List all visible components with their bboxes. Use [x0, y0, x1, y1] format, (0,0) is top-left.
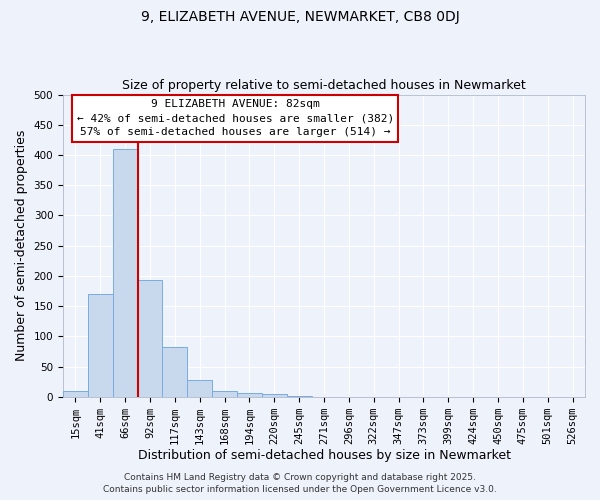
Text: 9, ELIZABETH AVENUE, NEWMARKET, CB8 0DJ: 9, ELIZABETH AVENUE, NEWMARKET, CB8 0DJ — [140, 10, 460, 24]
X-axis label: Distribution of semi-detached houses by size in Newmarket: Distribution of semi-detached houses by … — [137, 450, 511, 462]
Title: Size of property relative to semi-detached houses in Newmarket: Size of property relative to semi-detach… — [122, 79, 526, 92]
Text: 9 ELIZABETH AVENUE: 82sqm
← 42% of semi-detached houses are smaller (382)
57% of: 9 ELIZABETH AVENUE: 82sqm ← 42% of semi-… — [77, 99, 394, 137]
Bar — [212, 392, 237, 396]
Bar — [262, 394, 287, 396]
Bar — [113, 149, 137, 396]
Bar — [137, 280, 163, 396]
Bar — [187, 380, 212, 396]
Bar — [237, 393, 262, 396]
Bar — [88, 294, 113, 396]
Bar — [163, 347, 187, 397]
Bar — [63, 390, 88, 396]
Text: Contains HM Land Registry data © Crown copyright and database right 2025.
Contai: Contains HM Land Registry data © Crown c… — [103, 473, 497, 494]
Y-axis label: Number of semi-detached properties: Number of semi-detached properties — [15, 130, 28, 362]
